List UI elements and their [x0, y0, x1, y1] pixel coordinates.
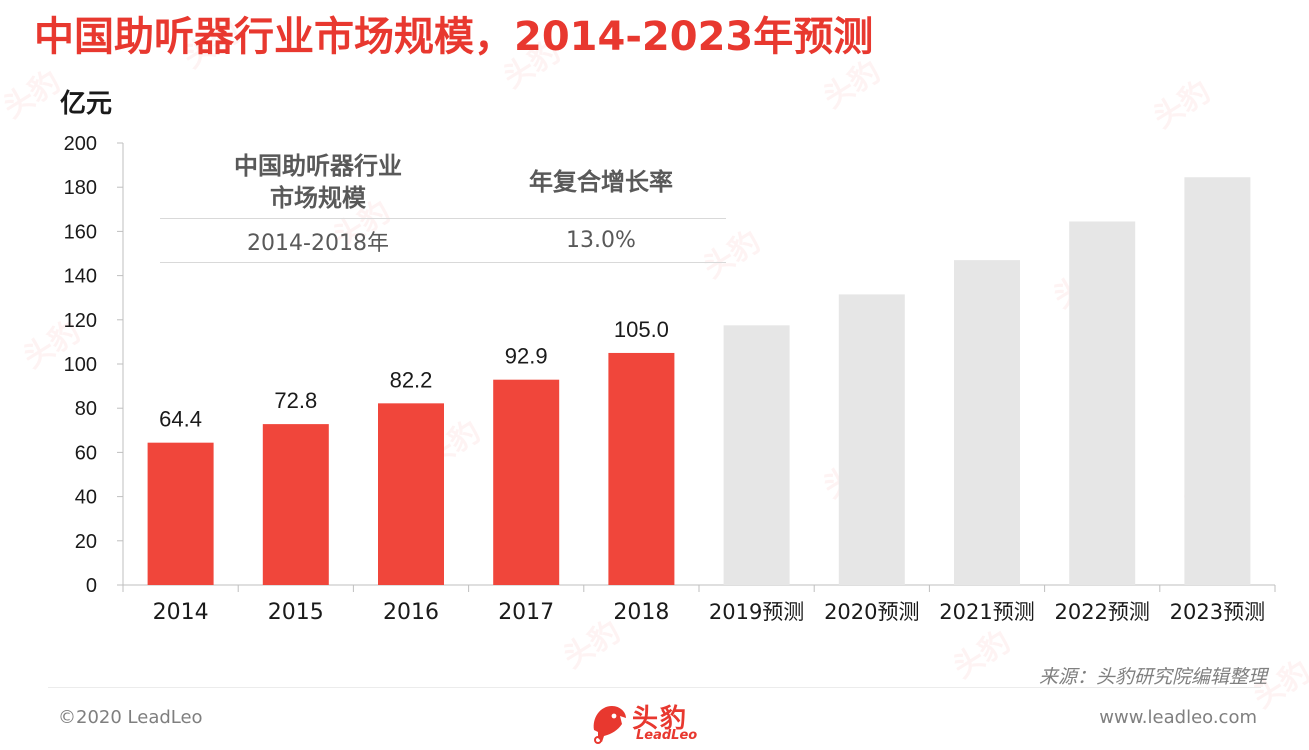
x-category-label: 2020预测 — [824, 600, 919, 624]
data-label: 72.8 — [274, 388, 317, 413]
x-category-label: 2021预测 — [939, 600, 1034, 624]
bar — [954, 260, 1020, 585]
source-note: 来源：头豹研究院编辑整理 — [1038, 666, 1267, 688]
cagr-table-row: 2014-2018年 13.0% — [160, 218, 726, 263]
x-category-label: 2022预测 — [1054, 600, 1149, 624]
cagr-header-market-size: 中国助听器行业 市场规模 — [160, 146, 476, 219]
brand-logo: 头豹 LeadLeo — [590, 696, 730, 750]
x-category-label: 2023预测 — [1170, 600, 1265, 624]
x-category-label: 2019预测 — [709, 600, 804, 624]
data-label: 82.2 — [390, 367, 433, 392]
bar — [1184, 177, 1251, 585]
data-label: 92.9 — [505, 344, 548, 369]
bar — [262, 424, 329, 585]
bar — [608, 352, 675, 585]
cagr-header-rate: 年复合增长率 — [476, 146, 726, 219]
cagr-period: 2014-2018年 — [160, 218, 476, 263]
leopard-logo-icon — [593, 706, 626, 744]
y-tick-label: 60 — [75, 442, 97, 464]
y-tick-label: 80 — [75, 398, 97, 420]
footer-divider — [48, 687, 1261, 688]
data-label: 64.4 — [159, 407, 202, 432]
brand-name-en: LeadLeo — [636, 728, 698, 743]
cagr-table: 中国助听器行业 市场规模 年复合增长率 2014-2018年 13.0% — [160, 146, 726, 263]
x-category-label: 2018 — [613, 600, 669, 625]
website-link[interactable]: www.leadleo.com — [1099, 707, 1257, 728]
bar — [838, 294, 905, 585]
y-tick-label: 120 — [64, 310, 97, 332]
x-category-label: 2017 — [498, 600, 554, 625]
y-tick-label: 100 — [64, 354, 97, 376]
y-tick-label: 40 — [75, 487, 97, 509]
y-axis-unit-label: 亿元 — [60, 89, 112, 119]
bar — [493, 379, 560, 585]
brand-name-cn: 头豹 — [632, 704, 689, 734]
y-tick-label: 0 — [86, 575, 97, 597]
bar-chart: 亿元 0 20 40 60 80 100 120 140 160 180 200 64.4 2014 72.… — [60, 89, 1276, 625]
bar — [147, 442, 214, 585]
x-category-label: 2014 — [153, 600, 209, 625]
y-tick-label: 160 — [64, 221, 97, 243]
y-tick-label: 180 — [64, 177, 97, 199]
x-category-label: 2016 — [383, 600, 439, 625]
bar — [1069, 221, 1136, 585]
cagr-rate: 13.0% — [476, 218, 726, 263]
data-label: 105.0 — [614, 317, 669, 342]
y-tick-label: 140 — [64, 266, 97, 288]
x-category-label: 2015 — [268, 600, 324, 625]
bar — [723, 325, 790, 585]
bar — [378, 403, 444, 585]
y-tick-label: 200 — [64, 133, 97, 155]
y-tick-label: 20 — [75, 531, 97, 553]
page-title: 中国助听器行业市场规模，2014-2023年预测 — [34, 14, 874, 60]
cagr-table-header-row: 中国助听器行业 市场规模 年复合增长率 — [160, 146, 726, 219]
copyright-text: ©2020 LeadLeo — [58, 707, 203, 728]
